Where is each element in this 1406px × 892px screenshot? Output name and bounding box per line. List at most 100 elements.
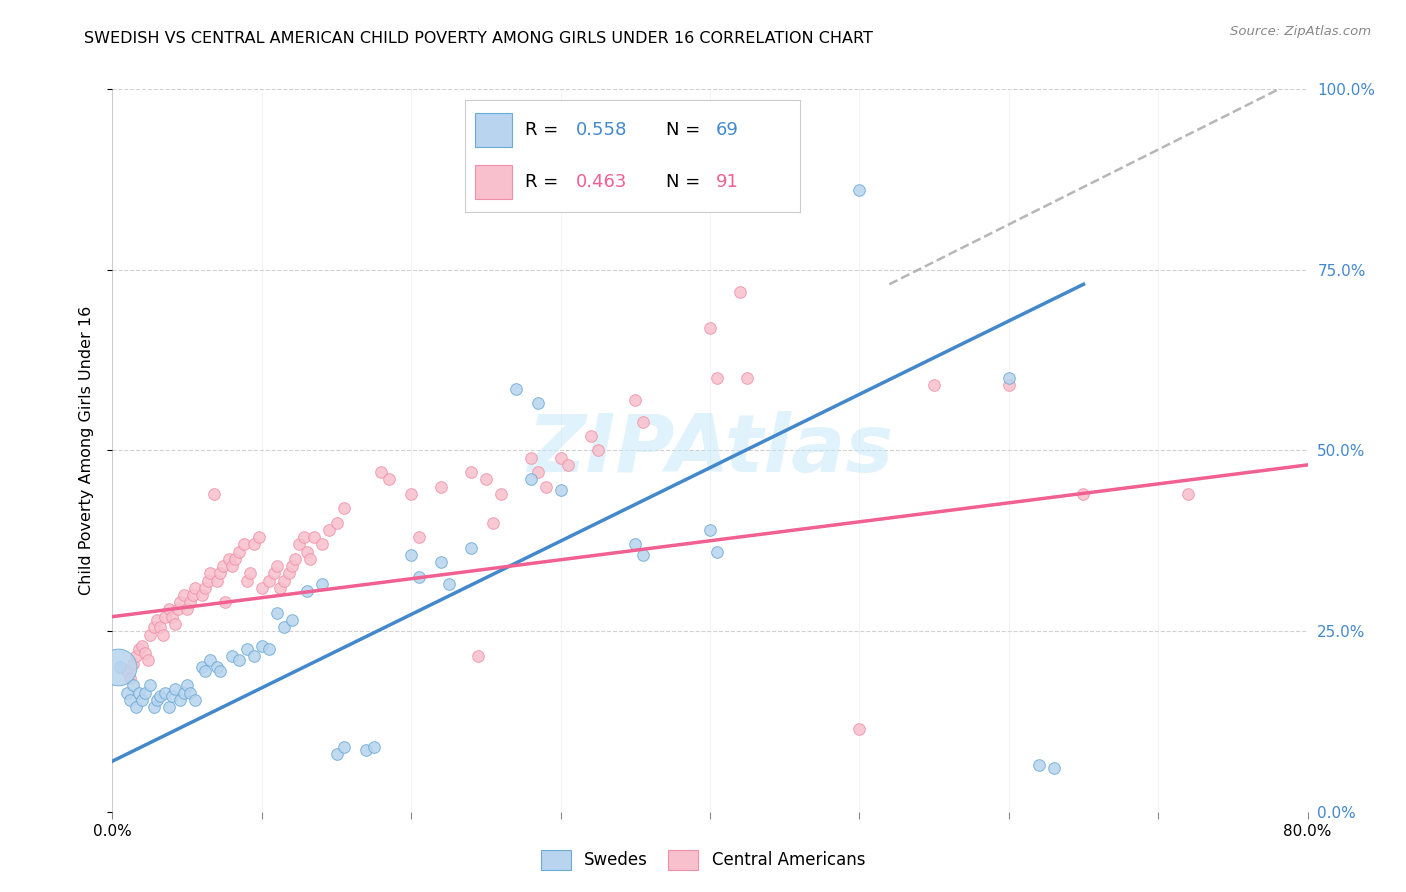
Point bbox=[728, 285, 751, 299]
Point bbox=[586, 443, 609, 458]
Point bbox=[134, 685, 156, 699]
Point bbox=[139, 678, 162, 692]
Point bbox=[149, 620, 172, 634]
Point bbox=[998, 371, 1021, 385]
Point bbox=[295, 544, 318, 558]
Point bbox=[202, 487, 225, 501]
Legend: Swedes, Central Americans: Swedes, Central Americans bbox=[534, 843, 872, 877]
Point bbox=[176, 678, 198, 692]
Point bbox=[266, 559, 288, 574]
Point bbox=[157, 700, 180, 714]
Point bbox=[197, 574, 219, 588]
Point bbox=[146, 613, 169, 627]
Point bbox=[277, 566, 299, 581]
Point bbox=[125, 700, 148, 714]
Point bbox=[259, 574, 281, 588]
Point bbox=[169, 692, 191, 706]
Point bbox=[550, 483, 572, 498]
Point bbox=[117, 685, 139, 699]
Point bbox=[131, 639, 153, 653]
Point bbox=[1042, 761, 1064, 775]
Point bbox=[437, 577, 460, 591]
Point bbox=[117, 664, 139, 678]
Point bbox=[475, 472, 498, 486]
Point bbox=[183, 581, 205, 595]
Point bbox=[198, 566, 221, 581]
Point bbox=[221, 649, 243, 664]
Point bbox=[143, 620, 166, 634]
Point bbox=[520, 472, 543, 486]
Point bbox=[557, 154, 579, 169]
Point bbox=[292, 530, 315, 544]
Point bbox=[624, 392, 647, 407]
Point bbox=[848, 183, 870, 197]
Point bbox=[128, 642, 150, 657]
Point bbox=[482, 516, 505, 530]
Point bbox=[169, 595, 191, 609]
Point bbox=[284, 551, 307, 566]
Point bbox=[173, 588, 195, 602]
Point bbox=[325, 747, 347, 761]
Point bbox=[460, 465, 482, 479]
Point bbox=[1028, 757, 1050, 772]
Point bbox=[273, 620, 295, 634]
Point bbox=[173, 685, 195, 699]
Point bbox=[122, 678, 145, 692]
Point bbox=[194, 664, 217, 678]
Point bbox=[295, 584, 318, 599]
Point bbox=[298, 551, 321, 566]
Point bbox=[363, 739, 385, 754]
Point bbox=[146, 692, 169, 706]
Point bbox=[401, 548, 423, 562]
Point bbox=[165, 616, 187, 631]
Point bbox=[125, 649, 148, 664]
Point bbox=[737, 371, 759, 385]
Point bbox=[179, 595, 201, 609]
Point bbox=[408, 570, 430, 584]
Point bbox=[311, 537, 333, 551]
Point bbox=[224, 551, 246, 566]
Point bbox=[131, 692, 153, 706]
Point bbox=[527, 465, 550, 479]
Point bbox=[108, 660, 131, 674]
Point bbox=[1073, 487, 1095, 501]
Point bbox=[153, 685, 176, 699]
Point bbox=[333, 739, 356, 754]
Point bbox=[233, 537, 256, 551]
Point bbox=[209, 566, 232, 581]
Point bbox=[122, 657, 145, 671]
Point bbox=[550, 450, 572, 465]
Point bbox=[157, 602, 180, 616]
Point bbox=[176, 602, 198, 616]
Point bbox=[1177, 487, 1199, 501]
Point bbox=[263, 566, 285, 581]
Point bbox=[247, 530, 270, 544]
Point bbox=[214, 595, 236, 609]
Point bbox=[259, 642, 281, 657]
Point bbox=[239, 566, 262, 581]
Point bbox=[205, 574, 228, 588]
Point bbox=[848, 722, 870, 736]
Point bbox=[302, 530, 325, 544]
Point bbox=[183, 692, 205, 706]
Point bbox=[162, 609, 183, 624]
Point bbox=[356, 743, 378, 757]
Point bbox=[288, 537, 311, 551]
Point bbox=[152, 628, 174, 642]
Point bbox=[624, 537, 647, 551]
Point bbox=[198, 653, 221, 667]
Point bbox=[266, 606, 288, 620]
Point bbox=[191, 588, 214, 602]
Point bbox=[250, 581, 273, 595]
Point bbox=[269, 581, 291, 595]
Point bbox=[579, 429, 602, 443]
Point bbox=[139, 628, 162, 642]
Point bbox=[221, 559, 243, 574]
Text: SWEDISH VS CENTRAL AMERICAN CHILD POVERTY AMONG GIRLS UNDER 16 CORRELATION CHART: SWEDISH VS CENTRAL AMERICAN CHILD POVERT… bbox=[84, 31, 873, 46]
Point bbox=[467, 649, 489, 664]
Point bbox=[209, 664, 232, 678]
Point bbox=[134, 646, 156, 660]
Point bbox=[191, 660, 214, 674]
Point bbox=[107, 660, 129, 674]
Point bbox=[120, 671, 142, 685]
